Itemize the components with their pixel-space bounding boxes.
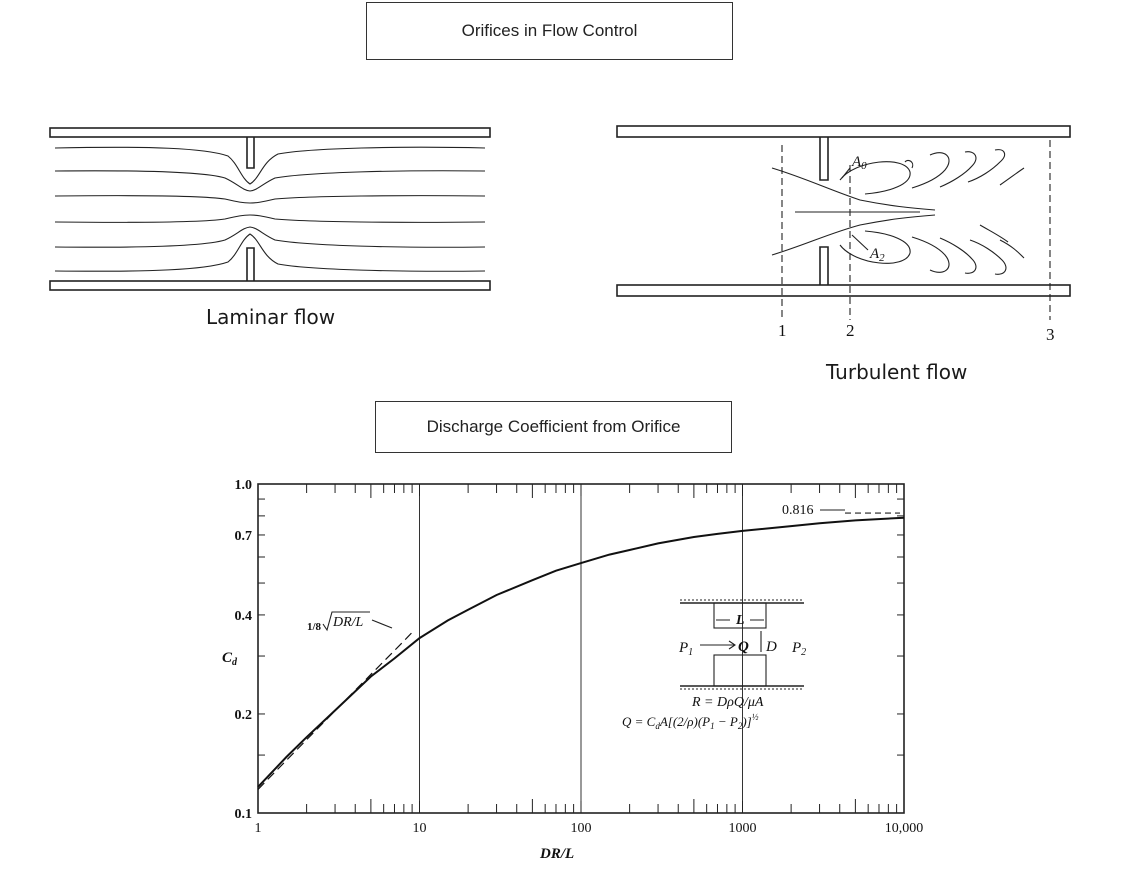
chart-curves	[257, 516, 905, 790]
formula-radicand: DR/L	[332, 615, 364, 630]
formula-leader	[371, 619, 393, 629]
formula-prefix: 1/8	[307, 621, 322, 633]
title-discharge-coefficient: Discharge Coefficient from Orifice	[375, 401, 732, 453]
laminar-streamlines	[54, 146, 486, 272]
x-tick-label: 10	[413, 821, 427, 836]
inset-equation-r: R = DρQ/μA	[691, 695, 764, 710]
vortex-marks-upper	[839, 149, 1025, 195]
turbulent-orifice-top-plate	[819, 137, 829, 181]
y-tick-label: 0.2	[235, 708, 253, 723]
laminar-streamline	[54, 233, 486, 272]
laminar-streamline	[54, 214, 486, 223]
laminar-orifice-bottom-plate	[246, 247, 255, 281]
a2-arrow	[851, 234, 869, 251]
inset-bottom-block	[713, 654, 767, 687]
laminar-streamline	[54, 195, 486, 204]
laminar-orifice-top-plate	[246, 137, 255, 169]
series-line-asymptotic	[257, 631, 413, 790]
x-tick-label: 10,000	[885, 821, 924, 836]
radical-sign	[322, 611, 370, 632]
laminar-pipe-bottom-wall	[49, 280, 491, 291]
inset-label-q: Q	[738, 639, 749, 655]
vortex-marks-lower	[839, 224, 1025, 275]
caption-turbulent-flow: Turbulent flow	[826, 360, 968, 384]
inset-orifice-diagram: L P1 Q D P2 R = DρQ/μA Q = CdA[(2/ρ)(P1 …	[622, 599, 806, 731]
vortex-mark	[904, 159, 914, 169]
x-tick-label: 100	[571, 821, 592, 836]
laminar-pipe-top-wall	[49, 127, 491, 138]
vortex-mark	[911, 152, 950, 189]
inset-equation-q: Q = CdA[(2/ρ)(P1 − P2)]½	[622, 712, 759, 731]
chart-tick-labels: 1 10 100 1000 10,000 0.1 0.2 0.4 0.7 1.0	[235, 478, 924, 836]
laminar-streamline	[54, 226, 486, 248]
vortex-mark	[967, 149, 1006, 183]
chart-ticks	[257, 483, 904, 814]
a0-arrow	[841, 167, 851, 179]
jet-boundary-upper	[771, 167, 936, 211]
y-tick-label: 0.4	[235, 609, 253, 624]
chart-grid	[419, 484, 743, 813]
vortex-mark	[939, 151, 977, 188]
inset-top-block	[713, 602, 767, 629]
vortex-mark	[979, 224, 1009, 243]
turbulent-flow-diagram: A0 A2 1 2 3	[616, 125, 1071, 344]
inset-label-p1: P1	[678, 640, 693, 658]
x-axis-label: DR/L	[539, 846, 574, 862]
inset-flow-arrow	[700, 640, 736, 650]
turbulent-pipe-top-wall	[616, 125, 1071, 138]
vortex-mark	[911, 236, 950, 273]
y-tick-label: 0.1	[235, 807, 253, 822]
inset-label-p2: P2	[791, 640, 806, 658]
label-a0: A0	[851, 154, 867, 172]
station-2-label: 2	[846, 321, 855, 340]
vortex-mark	[999, 167, 1025, 186]
title-orifices-flow-control: Orifices in Flow Control	[366, 2, 733, 60]
vortex-mark	[839, 230, 911, 264]
inset-label-d: D	[765, 639, 777, 655]
series-line-cd	[257, 516, 905, 788]
vortex-mark	[969, 239, 1007, 275]
x-tick-label: 1000	[729, 821, 757, 836]
y-axis-label: Cd	[222, 650, 238, 668]
inset-label-l: L	[735, 613, 745, 628]
asymptote-label: 0.816	[782, 503, 814, 518]
laminar-flow-diagram	[49, 127, 491, 291]
turbulent-orifice-bottom-plate	[819, 246, 829, 285]
x-tick-label: 1	[255, 821, 262, 836]
sqrt-formula: 1/8 DR/L	[307, 611, 393, 633]
station-1-label: 1	[778, 321, 787, 340]
jet-boundary-lower	[771, 214, 936, 256]
label-a2: A2	[869, 246, 885, 264]
caption-laminar-flow: Laminar flow	[206, 305, 336, 329]
station-3-label: 3	[1046, 325, 1055, 344]
vortex-mark	[999, 239, 1025, 259]
vortex-mark	[939, 237, 977, 274]
y-tick-label: 0.7	[235, 529, 253, 544]
laminar-streamline	[54, 146, 486, 185]
y-tick-label: 1.0	[235, 478, 253, 493]
laminar-streamline	[54, 170, 486, 192]
vortex-mark	[839, 161, 911, 195]
turbulent-pipe-bottom-wall	[616, 284, 1071, 297]
